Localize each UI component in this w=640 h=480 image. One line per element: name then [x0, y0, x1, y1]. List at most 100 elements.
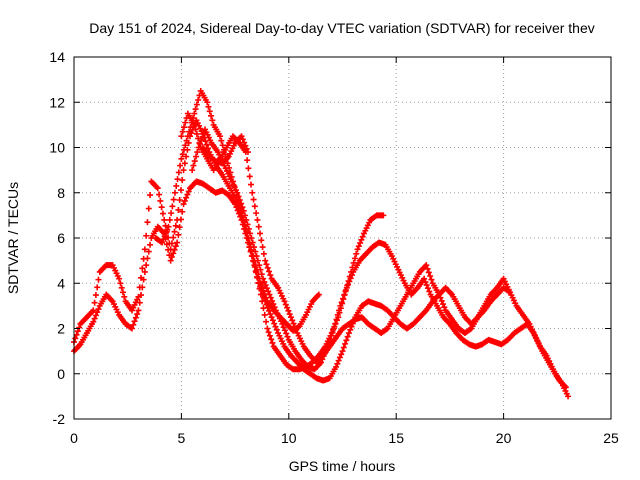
data-point — [327, 336, 334, 343]
data-point — [422, 278, 429, 285]
data-point — [119, 289, 126, 296]
data-point — [348, 272, 355, 279]
data-point — [118, 284, 125, 291]
data-point — [157, 197, 164, 204]
data-point — [191, 110, 198, 117]
data-point — [94, 284, 101, 291]
data-point — [168, 240, 175, 247]
data-point — [335, 357, 342, 364]
data-point — [184, 133, 191, 140]
data-point — [165, 223, 172, 230]
data-point — [263, 301, 270, 308]
data-point — [185, 188, 192, 195]
data-point — [338, 299, 345, 306]
data-point — [158, 204, 165, 211]
data-point — [177, 187, 184, 194]
data-point — [169, 203, 176, 210]
data-point — [178, 155, 185, 162]
data-point — [425, 269, 432, 276]
data-point — [239, 136, 246, 143]
data-point — [343, 284, 350, 291]
chart-title: Day 151 of 2024, Sidereal Day-to-day VTE… — [89, 20, 595, 36]
data-point — [257, 230, 264, 237]
data-point — [180, 124, 187, 131]
data-point — [280, 324, 287, 331]
data-point — [132, 314, 139, 321]
data-point — [189, 167, 196, 174]
data-point — [242, 142, 249, 149]
data-point — [272, 323, 279, 330]
data-point — [251, 203, 258, 210]
data-point — [178, 133, 185, 140]
data-point — [282, 301, 289, 308]
data-point — [162, 222, 169, 229]
data-point — [161, 233, 168, 240]
data-point — [339, 348, 346, 355]
series-layer — [71, 87, 572, 400]
data-point — [267, 311, 274, 318]
series-trace-6 — [199, 133, 251, 167]
data-point — [255, 280, 262, 287]
data-point — [291, 323, 298, 330]
data-point — [330, 325, 337, 332]
data-point — [342, 340, 349, 347]
data-point — [175, 206, 182, 213]
data-point — [95, 306, 102, 313]
data-point — [164, 226, 171, 233]
data-point — [91, 299, 98, 306]
data-point — [424, 265, 431, 272]
data-point — [159, 239, 166, 246]
data-point — [181, 197, 188, 204]
data-point — [249, 239, 256, 246]
data-point — [191, 158, 198, 165]
data-point — [258, 287, 265, 294]
data-point — [202, 138, 209, 145]
data-point — [117, 280, 124, 287]
data-point — [254, 274, 261, 281]
data-point — [73, 331, 80, 338]
data-point — [269, 317, 276, 324]
data-point — [338, 351, 345, 358]
data-point — [170, 250, 177, 257]
data-point — [233, 204, 240, 211]
data-point — [166, 216, 173, 223]
data-point — [351, 255, 358, 262]
data-point — [269, 339, 276, 346]
data-point — [257, 283, 264, 290]
data-point — [290, 320, 297, 327]
data-point — [247, 230, 254, 237]
data-point — [182, 119, 189, 126]
data-point — [436, 291, 443, 298]
data-point — [176, 224, 183, 231]
data-point — [195, 135, 202, 142]
data-point — [334, 311, 341, 318]
data-point — [428, 276, 435, 283]
x-tick-label: 15 — [388, 430, 404, 446]
data-point — [92, 292, 99, 299]
data-point — [143, 262, 150, 269]
data-point — [271, 304, 278, 311]
data-point — [171, 228, 178, 235]
data-point — [336, 307, 343, 314]
data-point — [179, 128, 186, 135]
data-point — [246, 241, 253, 248]
data-point — [325, 339, 332, 346]
data-point — [258, 237, 265, 244]
data-point — [344, 333, 351, 340]
data-point — [141, 246, 148, 253]
data-point — [269, 297, 276, 304]
data-point — [259, 244, 266, 251]
data-point — [260, 250, 267, 257]
data-point — [264, 264, 271, 271]
data-point — [263, 285, 270, 292]
data-point — [236, 196, 243, 203]
data-point — [258, 271, 265, 278]
data-point — [72, 335, 79, 342]
data-point — [252, 248, 259, 255]
data-point — [441, 304, 448, 311]
data-point — [265, 329, 272, 336]
data-point — [219, 142, 226, 149]
data-point — [254, 257, 261, 264]
y-tick-label: 6 — [57, 230, 65, 246]
data-point — [144, 255, 151, 262]
